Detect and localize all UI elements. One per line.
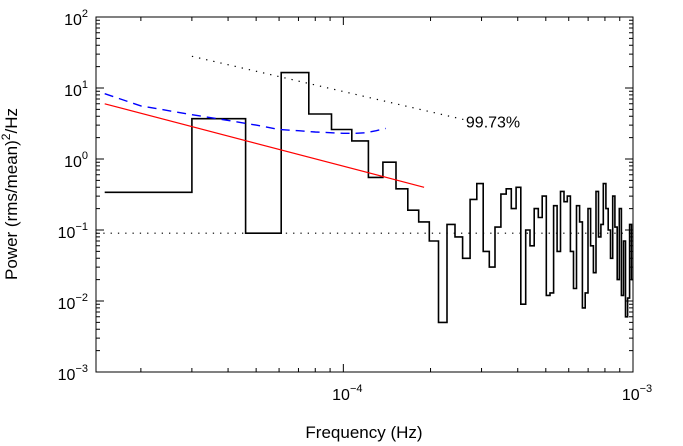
plot-area-frame (95, 16, 634, 373)
x-axis-label: Frequency (Hz) (305, 423, 422, 442)
y-axis-label-sup: 2 (0, 133, 13, 140)
tick-layer (96, 16, 634, 373)
y-tick-label: 10−1 (58, 221, 88, 242)
series-black-dotted-upper (191, 55, 464, 121)
y-axis-label-tail: /Hz (2, 108, 21, 134)
x-tick-label: 10−4 (332, 383, 362, 404)
y-axis-label: Power (rms/mean)2/Hz (0, 108, 21, 280)
y-axis-label-main: Power (rms/mean) (2, 140, 21, 280)
x-tick-label: 10−3 (622, 383, 652, 404)
y-tick-label: 10−2 (58, 292, 88, 313)
y-tick-label: 101 (64, 79, 88, 100)
y-tick-label: 10−3 (58, 363, 88, 384)
tick-label-layer: 10−4 10−3 10−3 10−2 10−1 100 101 102 (58, 8, 653, 404)
significance-annotation: 99.73% (466, 114, 520, 131)
y-tick-label: 100 (64, 150, 88, 171)
y-tick-label: 102 (64, 8, 88, 29)
series-layer (96, 55, 633, 324)
series-red-solid-fit (104, 103, 425, 188)
series-blue-dashed (104, 93, 386, 134)
series-step-black (104, 71, 633, 324)
